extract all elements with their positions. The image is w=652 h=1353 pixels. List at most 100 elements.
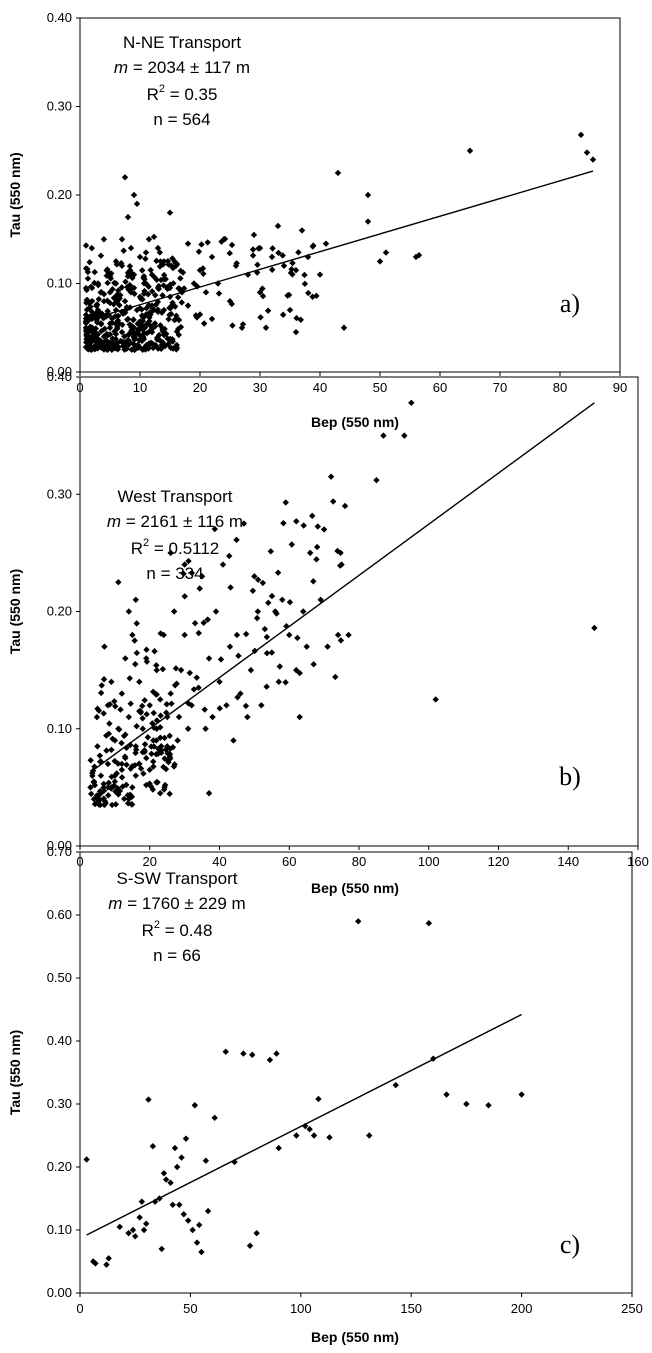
annotation-r2: R2 = 0.35 (147, 83, 218, 104)
y-tick-label: 0.50 (47, 970, 72, 985)
data-point (254, 576, 262, 583)
data-point (216, 678, 223, 686)
data-point (242, 702, 250, 710)
data-point (268, 253, 276, 261)
data-point (109, 735, 116, 742)
data-point (106, 320, 114, 327)
data-point (137, 295, 145, 302)
data-point (184, 1217, 192, 1224)
data-point (167, 690, 174, 697)
data-point (184, 725, 192, 732)
data-point (151, 273, 158, 281)
data-point (131, 762, 138, 769)
data-point (131, 334, 138, 342)
annotation-m: m = 2161 ± 116 m (107, 512, 243, 531)
data-point (122, 655, 129, 662)
data-point (120, 732, 128, 740)
data-point (240, 1050, 247, 1057)
data-point (175, 713, 183, 721)
data-point (313, 543, 321, 551)
data-point (104, 760, 112, 768)
data-point (143, 754, 150, 762)
x-tick-label: 80 (352, 854, 366, 869)
data-point (94, 792, 102, 800)
data-point (249, 246, 257, 253)
x-tick-label: 70 (493, 380, 507, 395)
data-points (83, 918, 525, 1268)
data-point (166, 732, 173, 740)
x-tick-label: 20 (143, 854, 157, 869)
data-point (332, 673, 339, 681)
data-point (146, 312, 153, 319)
data-point (279, 596, 286, 603)
data-point (182, 1135, 190, 1142)
data-point (230, 737, 237, 744)
data-point (103, 747, 110, 754)
data-point (141, 275, 148, 283)
regression-line (90, 402, 595, 773)
data-point (577, 131, 585, 139)
data-point (114, 760, 122, 767)
data-point (103, 330, 111, 338)
annotation-n: n = 66 (153, 946, 201, 965)
data-point (275, 249, 282, 257)
data-point (267, 548, 275, 555)
data-point (108, 346, 116, 354)
data-point (228, 300, 235, 308)
data-point (110, 294, 118, 302)
data-point (222, 1048, 229, 1055)
x-tick-label: 50 (373, 380, 387, 395)
data-point (96, 752, 104, 759)
data-point (83, 332, 90, 340)
data-point (101, 325, 108, 332)
data-point (158, 1245, 165, 1253)
y-tick-label: 0.10 (47, 276, 72, 291)
data-point (408, 399, 415, 406)
data-point (166, 745, 174, 752)
data-point (151, 1198, 159, 1205)
data-point (161, 734, 168, 742)
data-point (125, 608, 133, 615)
data-point (305, 289, 312, 297)
data-point (380, 432, 387, 439)
data-point (104, 279, 111, 287)
data-point (127, 273, 135, 280)
data-point (129, 763, 136, 770)
data-point (275, 678, 282, 686)
y-tick-label: 0.60 (47, 907, 72, 922)
data-point (105, 730, 113, 738)
data-point (84, 268, 92, 276)
data-point (196, 267, 204, 274)
data-point (167, 549, 174, 557)
data-point (100, 784, 107, 791)
data-point (583, 149, 591, 156)
data-point (162, 1176, 170, 1183)
data-point (145, 345, 152, 352)
data-point (97, 310, 104, 317)
data-point (153, 662, 160, 669)
y-tick-label: 0.30 (47, 99, 72, 114)
data-point (86, 342, 94, 349)
data-point (415, 251, 423, 259)
y-tick-label: 0.20 (47, 604, 72, 619)
data-point (132, 596, 139, 603)
data-point (124, 213, 132, 221)
x-tick-label: 100 (418, 854, 440, 869)
data-point (127, 741, 134, 749)
data-point (221, 235, 229, 243)
data-point (100, 795, 107, 802)
data-point (337, 637, 345, 644)
data-point (87, 784, 94, 791)
regression-line (82, 170, 594, 323)
data-point (139, 326, 146, 333)
data-point (268, 266, 276, 273)
x-tick-label: 160 (627, 854, 649, 869)
data-point (143, 646, 150, 653)
data-point (297, 316, 304, 323)
data-point (105, 792, 112, 799)
annotation-title: West Transport (118, 487, 233, 506)
data-point (126, 263, 134, 270)
data-point (239, 321, 247, 328)
annotation-title: N-NE Transport (123, 33, 241, 52)
data-point (320, 526, 328, 533)
